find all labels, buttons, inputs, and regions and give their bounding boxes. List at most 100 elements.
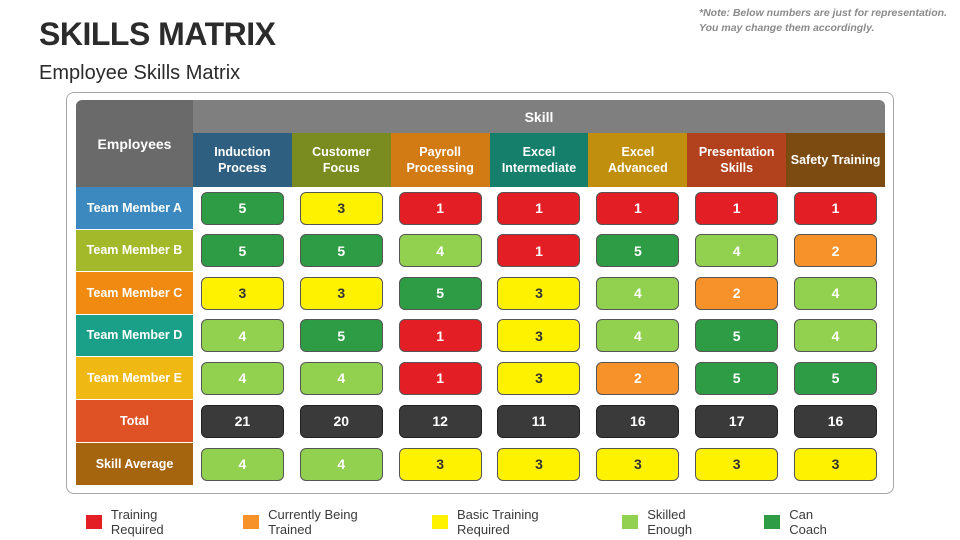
matrix-cell: 3	[490, 272, 589, 315]
skill-rating: 4	[596, 276, 680, 310]
total-value: 11	[497, 404, 581, 438]
skill-rating: 4	[794, 319, 878, 353]
legend-swatch	[622, 515, 639, 529]
skill-rating: 1	[596, 191, 680, 225]
legend-item: Skilled Enough	[622, 507, 728, 537]
matrix-cell: 4	[588, 315, 687, 358]
representation-note: *Note: Below numbers are just for repres…	[699, 7, 947, 34]
skill-rating: 1	[695, 191, 779, 225]
skill-rating: 5	[398, 276, 482, 310]
matrix-cell: 2	[786, 230, 885, 273]
matrix-cell: 4	[391, 230, 490, 273]
matrix-cell: 1	[490, 187, 589, 230]
legend-item: Training Required	[86, 507, 207, 537]
skill-rating: 5	[695, 361, 779, 395]
matrix-cell: 21	[193, 400, 292, 443]
team-member-label: Team Member B	[76, 229, 193, 272]
matrix-cell: 1	[391, 187, 490, 230]
skill-average-value: 3	[794, 447, 878, 481]
team-member-label: Team Member E	[76, 357, 193, 400]
skill-rating: 1	[398, 319, 482, 353]
skill-average-label: Skill Average	[76, 442, 193, 486]
skill-rating: 2	[794, 234, 878, 268]
skill-column-header: Excel Advanced	[588, 133, 688, 187]
total-value: 12	[398, 404, 482, 438]
matrix-cell: 4	[292, 443, 391, 486]
matrix-cell: 5	[786, 357, 885, 400]
matrix-cell: 5	[588, 230, 687, 273]
matrix-cell: 4	[786, 272, 885, 315]
skill-rating: 5	[299, 319, 383, 353]
skill-average-value: 3	[398, 447, 482, 481]
matrix-cell: 5	[193, 187, 292, 230]
matrix-cell: 3	[588, 443, 687, 486]
skill-average-value: 3	[695, 447, 779, 481]
matrix-cell: 4	[193, 315, 292, 358]
matrix-cell: 3	[391, 443, 490, 486]
matrix-cell: 3	[490, 443, 589, 486]
skill-rating: 4	[200, 361, 284, 395]
team-member-label: Team Member D	[76, 314, 193, 357]
matrix-cell: 20	[292, 400, 391, 443]
matrix-cell: 3	[687, 443, 786, 486]
skill-rating: 3	[497, 319, 581, 353]
legend: Training Required Currently Being Trained…	[86, 507, 886, 537]
total-value: 16	[794, 404, 878, 438]
skill-average-value: 3	[596, 447, 680, 481]
skill-rating: 5	[596, 234, 680, 268]
matrix-cell: 3	[292, 272, 391, 315]
skill-rating: 4	[794, 276, 878, 310]
skill-rating: 2	[596, 361, 680, 395]
total-value: 20	[299, 404, 383, 438]
skill-rating: 1	[794, 191, 878, 225]
matrix-cell: 5	[391, 272, 490, 315]
skill-rating: 3	[497, 276, 581, 310]
matrix-cell: 5	[292, 230, 391, 273]
matrix-cell: 3	[490, 357, 589, 400]
page-title: SKILLS MATRIX	[39, 16, 276, 52]
skill-header: Skill	[193, 100, 885, 133]
matrix-cell: 4	[292, 357, 391, 400]
legend-swatch	[432, 515, 449, 529]
skill-rating: 1	[398, 361, 482, 395]
skill-column-header: Payroll Processing	[390, 133, 490, 187]
skill-column-header: Presentation Skills	[687, 133, 787, 187]
matrix-cell: 5	[292, 315, 391, 358]
legend-swatch	[86, 515, 102, 529]
skill-column-header: Induction Process	[193, 133, 292, 187]
matrix-cell: 1	[588, 187, 687, 230]
total-value: 21	[200, 404, 284, 438]
skill-rating: 5	[200, 191, 284, 225]
skill-average-value: 3	[497, 447, 581, 481]
matrix-cell: 2	[687, 272, 786, 315]
legend-label: Currently Being Trained	[268, 507, 358, 537]
page-subtitle: Employee Skills Matrix	[39, 62, 241, 84]
skill-rating: 1	[497, 234, 581, 268]
legend-item: Can Coach	[764, 507, 850, 537]
skill-rating: 5	[299, 234, 383, 268]
skill-rating: 3	[299, 191, 383, 225]
matrix-cell: 1	[786, 187, 885, 230]
skill-rating: 4	[299, 361, 383, 395]
skill-rating: 4	[200, 319, 284, 353]
skill-average-value: 4	[200, 447, 284, 481]
skill-column-header: Excel Intermediate	[489, 133, 589, 187]
legend-swatch	[243, 515, 260, 529]
skill-rating: 5	[695, 319, 779, 353]
skill-column-header: Safety Training	[786, 133, 885, 187]
employees-header: Employees	[76, 100, 193, 187]
matrix-cell: 4	[193, 443, 292, 486]
matrix-cell: 2	[588, 357, 687, 400]
skill-rating: 4	[695, 234, 779, 268]
matrix-cell: 5	[193, 230, 292, 273]
skill-rating: 4	[596, 319, 680, 353]
legend-label: Skilled Enough	[647, 507, 693, 537]
skill-rating: 1	[497, 191, 581, 225]
legend-label: Can Coach	[789, 507, 827, 537]
matrix-cell: 3	[193, 272, 292, 315]
skill-rating: 3	[299, 276, 383, 310]
skill-column-header: Customer Focus	[291, 133, 391, 187]
legend-label: Training Required	[110, 507, 164, 537]
matrix-cell: 17	[687, 400, 786, 443]
total-value: 16	[596, 404, 680, 438]
